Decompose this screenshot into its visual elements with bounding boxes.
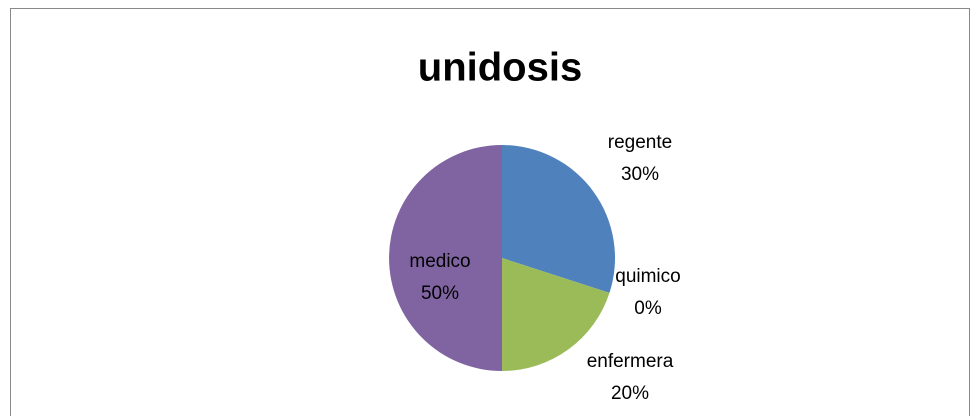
pie-slice [389,145,502,371]
slice-category: regente [608,132,672,153]
slice-label: regente 30% [608,132,672,185]
slice-category: medico [409,251,470,272]
slice-value: 20% [611,383,649,404]
slice-label: quimico 0% [615,266,680,319]
slice-value: 30% [621,164,659,185]
slice-category: quimico [615,266,680,287]
slice-value: 50% [421,283,459,304]
slice-category: enfermera [587,351,674,372]
pie-slice [502,258,610,371]
slice-label: medico 50% [409,251,470,304]
pie-slice [502,145,615,293]
chart-title: unidosis [418,46,582,90]
slice-value: 0% [634,298,662,319]
slice-label: enfermera 20% [587,351,674,404]
